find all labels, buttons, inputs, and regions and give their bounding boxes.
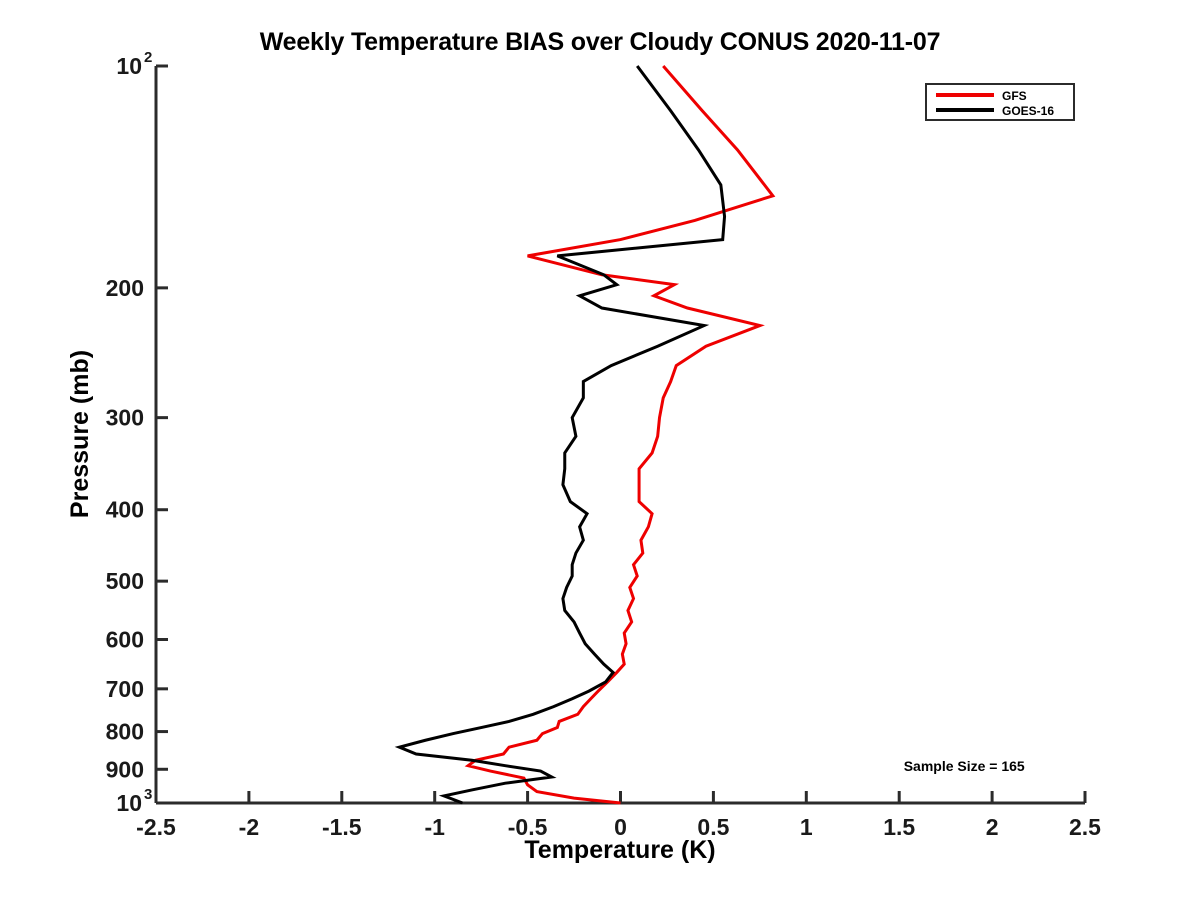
annotations-group: Sample Size = 165 [904, 758, 1025, 774]
svg-text:500: 500 [106, 568, 144, 594]
sample-size-annotation: Sample Size = 165 [904, 758, 1025, 774]
data-series-group [394, 65, 776, 805]
svg-text:3: 3 [144, 786, 152, 803]
x-tick-label: 1 [800, 814, 813, 840]
legend-label-goes16: GOES-16 [1002, 104, 1054, 118]
y-tick-label: 300 [106, 405, 144, 431]
x-tick-label: 1.5 [883, 814, 915, 840]
x-tick-label: -1.5 [322, 814, 362, 840]
svg-text:10: 10 [116, 790, 142, 816]
y-axis-label: Pressure (mb) [66, 350, 94, 518]
x-tick-label: -2.5 [136, 814, 176, 840]
y-tick-label: 200 [106, 275, 144, 301]
y-tick-label: 900 [106, 756, 144, 782]
y-tick-label: 10 2 [116, 49, 152, 79]
y-tick-label: 800 [106, 719, 144, 745]
svg-text:300: 300 [106, 405, 144, 431]
svg-text:600: 600 [106, 626, 144, 652]
x-tick-label: -1 [424, 814, 445, 840]
x-tick-label: 2.5 [1069, 814, 1101, 840]
series-line-gfs [464, 65, 776, 805]
y-tick-label: 10 3 [116, 786, 152, 816]
x-tick-label: -2 [239, 814, 259, 840]
svg-text:800: 800 [106, 719, 144, 745]
y-tick-label: 400 [106, 497, 144, 523]
legend-label-gfs: GFS [1002, 89, 1027, 103]
svg-text:2: 2 [144, 49, 152, 66]
y-tick-label: 500 [106, 568, 144, 594]
svg-text:400: 400 [106, 497, 144, 523]
svg-text:200: 200 [106, 275, 144, 301]
series-line-goes-16 [394, 65, 727, 805]
y-tick-label: 600 [106, 626, 144, 652]
x-tick-label: 0.5 [697, 814, 729, 840]
chart-title: Weekly Temperature BIAS over Cloudy CONU… [259, 28, 941, 56]
legend-box [925, 83, 1075, 121]
x-axis-ticks: -2.5 -2 -1.5 -1 -0.5 0 0.5 1 1.5 2 2.5 [136, 791, 1101, 840]
svg-text:900: 900 [106, 756, 144, 782]
plot-axes [154, 66, 1085, 805]
x-tick-label: -0.5 [508, 814, 548, 840]
chart-legend: GFS GOES-16 [925, 83, 1075, 121]
svg-text:10: 10 [116, 53, 142, 79]
svg-text:700: 700 [106, 676, 144, 702]
x-tick-label: 2 [986, 814, 999, 840]
x-tick-label: 0 [614, 814, 627, 840]
y-tick-label: 700 [106, 676, 144, 702]
x-axis-label: Temperature (K) [524, 836, 715, 864]
